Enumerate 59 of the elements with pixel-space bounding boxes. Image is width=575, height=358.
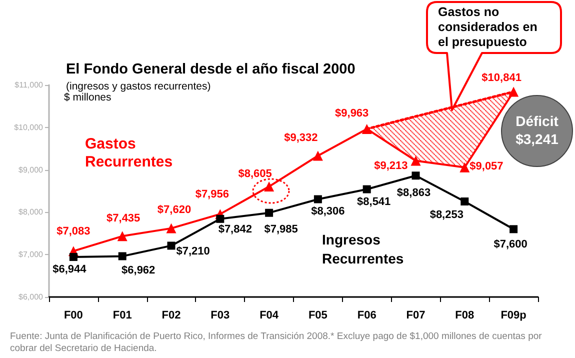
data-label: $7,435 (106, 212, 140, 225)
point (312, 150, 323, 161)
data-label: $8,541 (357, 196, 391, 208)
annotation: Déficit $3,241 (514, 112, 560, 148)
point (216, 214, 224, 223)
x-tick-label: F02 (162, 310, 181, 322)
text: Gastos no considerados en el presupuesto (438, 5, 538, 50)
data-label: $9,057 (470, 160, 504, 172)
x-tick-label: F05 (308, 310, 328, 322)
data-label: $8,863 (396, 187, 431, 200)
point (410, 156, 421, 166)
data-label: $7,210 (176, 246, 210, 258)
data-label: $7,956 (195, 188, 229, 201)
y-tick-label: $11,000 (14, 80, 44, 90)
point (166, 223, 176, 234)
data-label: $9,963 (335, 107, 369, 120)
source-note: Fuente: Junta de Planificación de Puerto Rico, Informes de Transición 2008.* Excluye pago de $1,000 millones de cuentas por cobrar del Secretario de Hacienda. (10, 331, 543, 354)
point (510, 225, 518, 234)
point (167, 242, 176, 250)
data-label: $8,253 (430, 208, 464, 221)
x-tick-label: F06 (357, 310, 376, 322)
x-tick-label: F07 (406, 310, 426, 322)
point (362, 185, 371, 194)
data-label: $7,620 (157, 204, 192, 216)
point (69, 252, 78, 261)
data-label: $7,083 (56, 226, 90, 238)
data-label: $7,842 (218, 223, 252, 236)
point (117, 231, 128, 242)
data-label: $9,213 (374, 160, 408, 172)
y-tick-label: $6,000 (18, 292, 44, 302)
x-tick-label: F09p (500, 310, 527, 322)
y-tick-label: $7,000 (18, 250, 44, 260)
data-label: $9,332 (284, 132, 318, 144)
point (460, 162, 470, 172)
text: Gastos Recurrentes (85, 136, 173, 170)
data-label: $6,944 (52, 263, 88, 276)
x-tick-label: F00 (64, 310, 83, 322)
chart-subtitle: (ingresos y gastos recurrentes) (66, 80, 211, 92)
x-tick-label: F08 (455, 310, 474, 322)
point (118, 252, 126, 260)
data-label: $7,600 (494, 238, 528, 251)
y-tick-label: $10,000 (14, 122, 44, 132)
data-label: $7,985 (264, 223, 298, 236)
y-tick-label: $8,000 (18, 208, 44, 217)
point (314, 195, 322, 204)
x-tick-label: F01 (112, 310, 132, 322)
x-tick-label: F03 (210, 310, 230, 322)
data-label: $10,841 (482, 72, 522, 84)
data-label: $8,306 (311, 206, 345, 218)
point (412, 172, 420, 180)
point (265, 208, 274, 217)
x-tick-label: F04 (260, 310, 280, 322)
chart-title: El Fondo General desde el año fiscal 2000 (66, 62, 356, 78)
y-axis-title: $ millones (64, 92, 112, 104)
y-tick-label: $9,000 (18, 165, 44, 174)
text: Ingresos Recurrentes (322, 232, 404, 266)
point (460, 197, 469, 206)
data-label: $8,605 (238, 168, 272, 180)
data-label: $6,962 (122, 264, 156, 277)
